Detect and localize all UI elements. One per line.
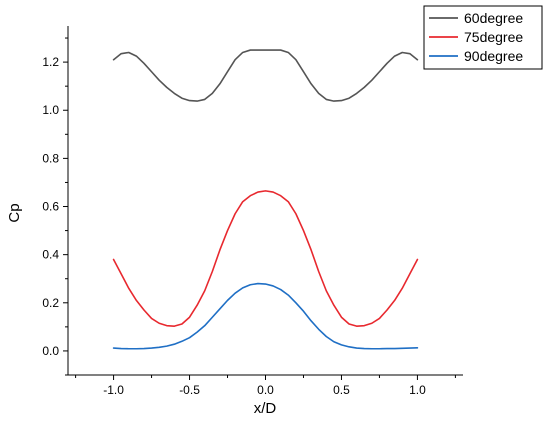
x-tick-label: 0.5 (333, 383, 350, 397)
x-tick-label: 0.0 (257, 383, 274, 397)
y-tick-label: 0.8 (42, 151, 59, 165)
x-axis-label: x/D (254, 400, 277, 417)
y-axis-label: Cp (6, 203, 23, 222)
y-tick-label: 1.0 (42, 103, 59, 117)
y-tick-label: 1.2 (42, 55, 59, 69)
y-tick-label: 0.4 (42, 248, 59, 262)
series-line-90degree (112, 282, 419, 350)
legend: 60degree 75degree 90degree (423, 5, 543, 70)
y-tick-label: 0.2 (42, 296, 59, 310)
y-tick-label: 0.0 (42, 344, 59, 358)
series-line-75degree (112, 190, 419, 327)
x-tick-label: -1.0 (103, 383, 124, 397)
series-layer (112, 49, 419, 350)
x-tick-label: 1.0 (409, 383, 426, 397)
x-tick-label: -0.5 (179, 383, 200, 397)
axes: -1.0 -0.5 0.0 0.5 1.0 0.0 0.2 0.4 0.6 0.8 1.0 1.2 (42, 26, 463, 397)
legend-label: 60degree (464, 10, 523, 26)
legend-label: 75degree (464, 29, 523, 45)
series-line-60degree (112, 49, 419, 102)
y-tick-label: 0.6 (42, 200, 59, 214)
legend-label: 90degree (464, 48, 523, 64)
